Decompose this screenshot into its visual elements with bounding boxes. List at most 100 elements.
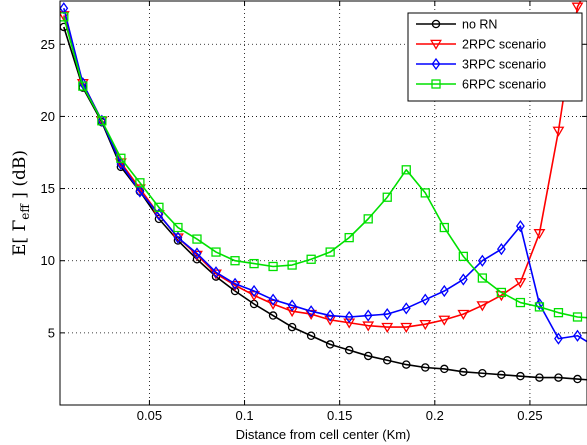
data-point (496, 287, 507, 298)
data-point (573, 374, 582, 384)
x-tick-label: 0.15 (327, 408, 352, 423)
x-tick-label: 0.1 (236, 408, 254, 423)
data-point (382, 192, 392, 202)
data-point (458, 273, 468, 286)
y-axis-label: E[ Γeff ] (dB) (10, 150, 32, 256)
data-point (192, 234, 202, 244)
data-point (419, 319, 432, 331)
data-point (476, 301, 489, 312)
data-point (421, 363, 430, 372)
data-point (516, 219, 525, 233)
data-point (534, 302, 545, 312)
data-point (514, 278, 527, 289)
data-point (249, 258, 259, 269)
data-point (325, 309, 335, 322)
plot-frame (59, 0, 587, 406)
data-point (573, 329, 582, 342)
data-point (287, 299, 297, 312)
series-line (63, 26, 587, 381)
data-point (420, 293, 430, 306)
data-point (572, 312, 583, 322)
data-point (344, 232, 354, 243)
legend-swatch-marker (431, 19, 441, 29)
data-point (553, 308, 564, 318)
data-point (211, 247, 221, 257)
data-point (439, 284, 449, 298)
data-point (343, 318, 356, 329)
data-point (515, 297, 526, 308)
legend-swatch-marker (430, 39, 442, 50)
data-point (135, 185, 145, 198)
legend-label: 2RPC scenario (462, 38, 546, 52)
y-tick-label: 25 (41, 37, 55, 52)
legend-item: no RN (416, 18, 497, 32)
data-point (401, 302, 411, 315)
data-point (325, 340, 335, 349)
data-point (172, 233, 184, 244)
legend-item: 6RPC scenario (416, 78, 546, 92)
legend-item: 2RPC scenario (416, 38, 546, 52)
data-point (249, 284, 259, 298)
data-point (344, 310, 354, 324)
data-point (438, 315, 451, 326)
data-point (154, 202, 164, 212)
legend-swatch-marker (431, 79, 441, 89)
data-point (381, 322, 394, 333)
data-point (78, 81, 88, 91)
ticks: 0.05 0.1 0.15 0.2 0.25 5 10 15 20 25 (41, 1, 587, 423)
data-point (268, 261, 278, 272)
data-point (552, 126, 565, 137)
y-tick-label: 5 (48, 325, 55, 340)
legend-label: 3RPC scenario (462, 58, 546, 72)
x-tick-label: 0.25 (517, 408, 542, 423)
data-point (478, 369, 487, 378)
legend: no RN 2RPC scenario 3RPC scenario 6RPC scen… (407, 12, 583, 102)
data-point (344, 345, 354, 355)
data-point (135, 178, 145, 188)
data-point (230, 256, 240, 266)
data-point (382, 356, 392, 365)
series-line (63, 16, 587, 319)
data-point (440, 364, 449, 374)
x-tick-label: 0.2 (426, 408, 444, 423)
series-layer (60, 1, 587, 384)
data-point (154, 208, 164, 221)
legend-label: 6RPC scenario (462, 78, 546, 92)
data-point (286, 306, 299, 318)
data-point (306, 305, 316, 318)
data-point (173, 222, 183, 233)
y-tick-label: 10 (41, 253, 55, 268)
data-point (116, 153, 126, 163)
legend-label: no RN (462, 18, 497, 32)
data-point (268, 311, 278, 320)
data-point (306, 331, 316, 340)
series-6rpc-scenario (60, 12, 587, 322)
data-point (325, 247, 335, 257)
data-point (554, 373, 563, 382)
data-point (459, 367, 468, 377)
data-point (230, 277, 240, 290)
data-point (497, 370, 506, 379)
data-point (401, 165, 411, 175)
data-point (211, 266, 221, 279)
x-tick-label: 0.05 (137, 408, 162, 423)
data-point (192, 247, 202, 260)
data-point (533, 229, 546, 240)
data-point (496, 243, 506, 256)
data-point (230, 286, 240, 296)
data-point (400, 322, 413, 333)
data-point (362, 321, 375, 332)
series-line (63, 8, 587, 343)
data-point (287, 322, 297, 332)
data-point (439, 222, 449, 233)
data-point (97, 116, 107, 126)
y-tick-label: 15 (41, 181, 55, 196)
data-point (457, 309, 470, 320)
data-point (535, 373, 544, 382)
data-point (60, 12, 69, 22)
legend-swatch-marker (431, 57, 441, 71)
data-point (76, 78, 89, 90)
data-point (287, 260, 297, 270)
data-point (173, 231, 183, 244)
